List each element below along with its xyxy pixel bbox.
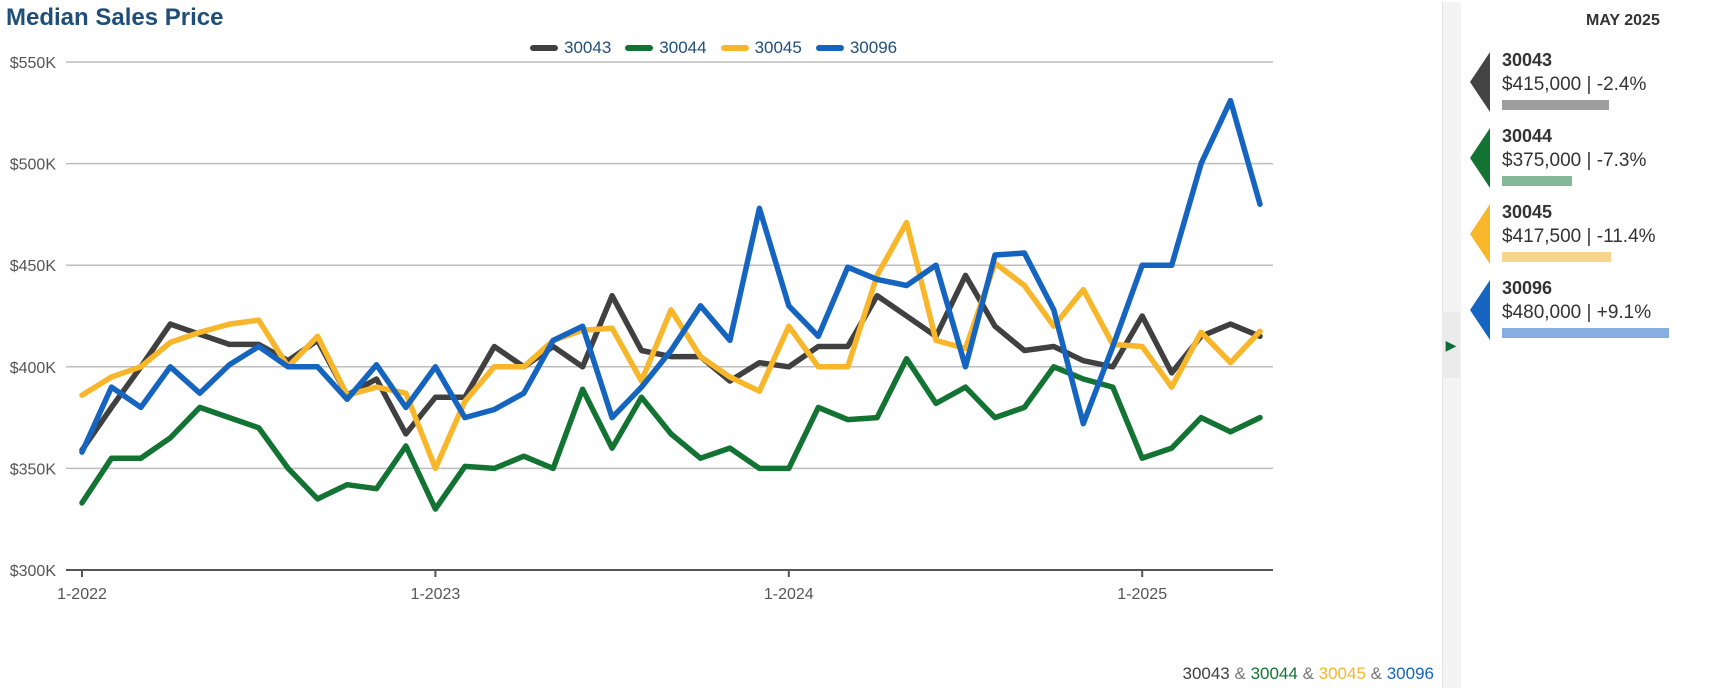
legend-label: 30044 [659, 38, 707, 57]
legend-swatch [720, 45, 749, 51]
footer-separator: & [1229, 664, 1251, 683]
zip-card-30044[interactable]: 30044 $375,000 | -7.3% [1470, 126, 1726, 188]
side-panel-title: MAY 2025 [1586, 12, 1660, 29]
footer-series-name: 30044 [1250, 664, 1298, 683]
footer-series-name: 30045 [1318, 664, 1366, 683]
card-price-change: $415,000 | -2.4% [1502, 74, 1647, 95]
footer-series-name: 30043 [1182, 664, 1230, 683]
zip-card-30045[interactable]: 30045 $417,500 | -11.4% [1470, 202, 1726, 264]
footer-separator: & [1365, 664, 1387, 683]
chart-title: Median Sales Price [6, 4, 224, 31]
legend-item-30043[interactable]: 30043 [530, 38, 611, 58]
legend-item-30096[interactable]: 30096 [815, 38, 898, 58]
x-tick-label: 1-2023 [410, 586, 460, 603]
card-value-bar [1502, 100, 1609, 110]
y-tick-label: $550K [10, 55, 57, 72]
legend-swatch [815, 45, 844, 51]
card-value-bar [1502, 328, 1669, 338]
card-zip-name: 30043 [1502, 50, 1553, 70]
card-value-bar [1502, 252, 1611, 262]
y-tick-label: $450K [10, 258, 57, 275]
x-tick-label: 1-2022 [57, 586, 107, 603]
card-price-change: $417,500 | -11.4% [1502, 226, 1656, 247]
y-tick-label: $400K [10, 360, 57, 377]
series-names-footer: 30043 & 30044 & 30045 & 30096 [1182, 664, 1434, 684]
zip-card-30043[interactable]: 30043 $415,000 | -2.4% [1470, 50, 1726, 112]
card-value-bar [1502, 176, 1572, 186]
series-line-30044 [79, 355, 1263, 512]
y-tick-label: $500K [10, 157, 57, 174]
triangle-marker-icon [1470, 128, 1490, 188]
legend-swatch [530, 45, 558, 51]
legend-label: 30043 [564, 38, 612, 57]
x-tick-label: 1-2025 [1117, 586, 1167, 603]
triangle-marker-icon [1470, 52, 1490, 112]
zip-card-30096[interactable]: 30096 $480,000 | +9.1% [1470, 278, 1726, 340]
card-zip-name: 30044 [1502, 126, 1553, 146]
triangle-marker-icon [1470, 204, 1490, 264]
legend-item-30044[interactable]: 30044 [625, 38, 707, 58]
triangle-marker-icon [1470, 280, 1490, 340]
card-price-change: $375,000 | -7.3% [1502, 150, 1647, 171]
legend-label: 30045 [754, 38, 802, 57]
series-line-30045 [79, 219, 1263, 472]
y-tick-label: $300K [10, 563, 57, 580]
chart-legend: 30043 30044 30045 30096 [530, 38, 897, 58]
legend-item-30045[interactable]: 30045 [720, 38, 802, 58]
series-line-30096 [79, 97, 1263, 455]
collapse-panel-button[interactable]: ▶ [1442, 312, 1460, 378]
legend-swatch [625, 45, 654, 51]
card-zip-name: 30045 [1502, 202, 1553, 222]
card-zip-name: 30096 [1502, 278, 1553, 298]
footer-series-name: 30096 [1386, 664, 1434, 683]
footer-separator: & [1297, 664, 1319, 683]
caret-right-icon: ▶ [1445, 336, 1457, 353]
y-tick-label: $350K [10, 461, 57, 478]
legend-label: 30096 [849, 38, 898, 57]
card-price-change: $480,000 | +9.1% [1502, 302, 1652, 323]
x-tick-label: 1-2024 [764, 586, 814, 603]
